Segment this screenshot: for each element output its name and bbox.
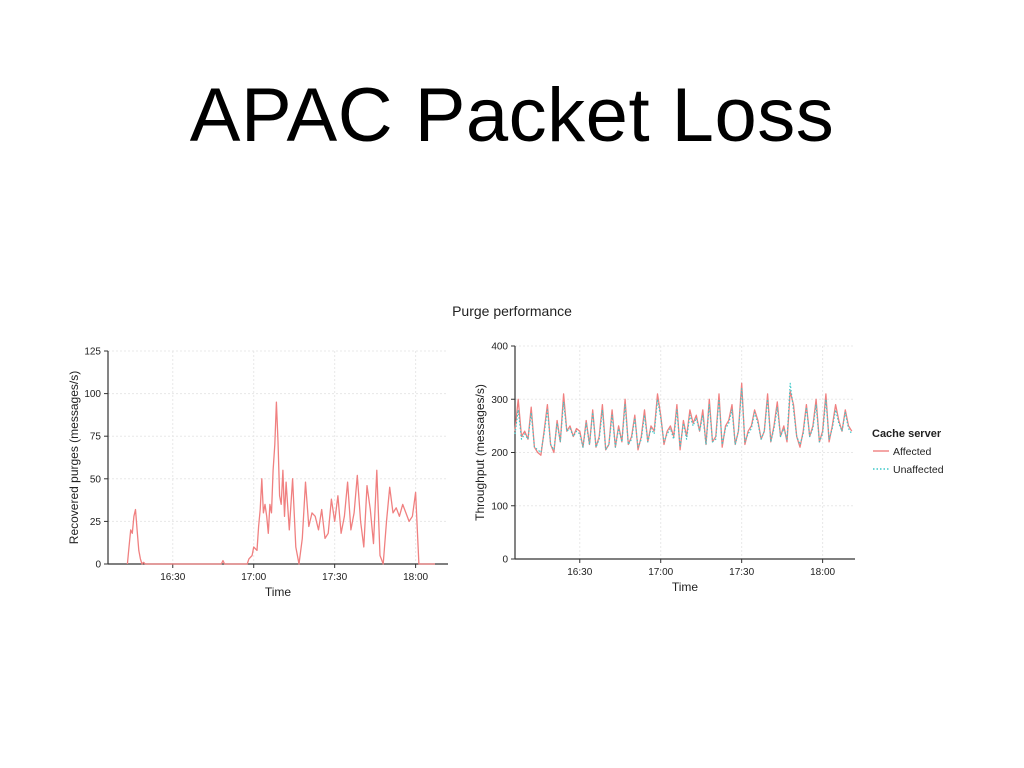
legend-label-affected: Affected: [893, 446, 931, 458]
left-y-axis-label: Recovered purges (messages/s): [67, 371, 81, 544]
left-y-tick-label: 25: [90, 517, 102, 528]
left-y-tick-label: 125: [84, 347, 101, 358]
figure-title: Purge performance: [452, 303, 572, 319]
recovered-purges-chart: 0 25 50 75 100 125 16:30 17:00 17:30 18:00 Time Rec…: [67, 347, 448, 599]
throughput-chart: 0 100 200 300 400 16:30 17:00 17:30 18:00 Time Thr…: [473, 342, 855, 594]
right-x-tick-label: 16:30: [567, 567, 592, 578]
right-y-tick-label: 0: [502, 555, 508, 566]
left-x-tick-label: 16:30: [160, 572, 185, 583]
left-x-tick-label: 17:00: [241, 572, 266, 583]
right-x-tick-label: 17:30: [729, 567, 754, 578]
legend-title: Cache server: [872, 428, 942, 440]
left-y-tick-label: 100: [84, 389, 101, 400]
left-x-tick-label: 17:30: [322, 572, 347, 583]
left-x-tick-label: 18:00: [403, 572, 428, 583]
legend: Cache server Affected Unaffected: [872, 428, 944, 476]
right-x-tick-label: 18:00: [810, 567, 835, 578]
slide-title: APAC Packet Loss: [189, 73, 835, 158]
left-y-tick-label: 0: [95, 560, 101, 571]
left-y-tick-label: 50: [90, 474, 102, 485]
right-series-affected: [514, 382, 853, 456]
right-x-tick-label: 17:00: [648, 567, 673, 578]
legend-label-unaffected: Unaffected: [893, 464, 944, 476]
right-y-axis-label: Throughput (messages/s): [473, 384, 487, 521]
right-x-axis-label: Time: [672, 580, 699, 594]
left-series-affected: [126, 401, 435, 565]
right-y-tick-label: 300: [491, 395, 508, 406]
right-y-tick-label: 400: [491, 342, 508, 353]
right-y-tick-label: 100: [491, 501, 508, 512]
right-y-tick-label: 200: [491, 448, 508, 459]
left-x-axis-label: Time: [265, 585, 292, 599]
left-y-tick-label: 75: [90, 432, 102, 443]
